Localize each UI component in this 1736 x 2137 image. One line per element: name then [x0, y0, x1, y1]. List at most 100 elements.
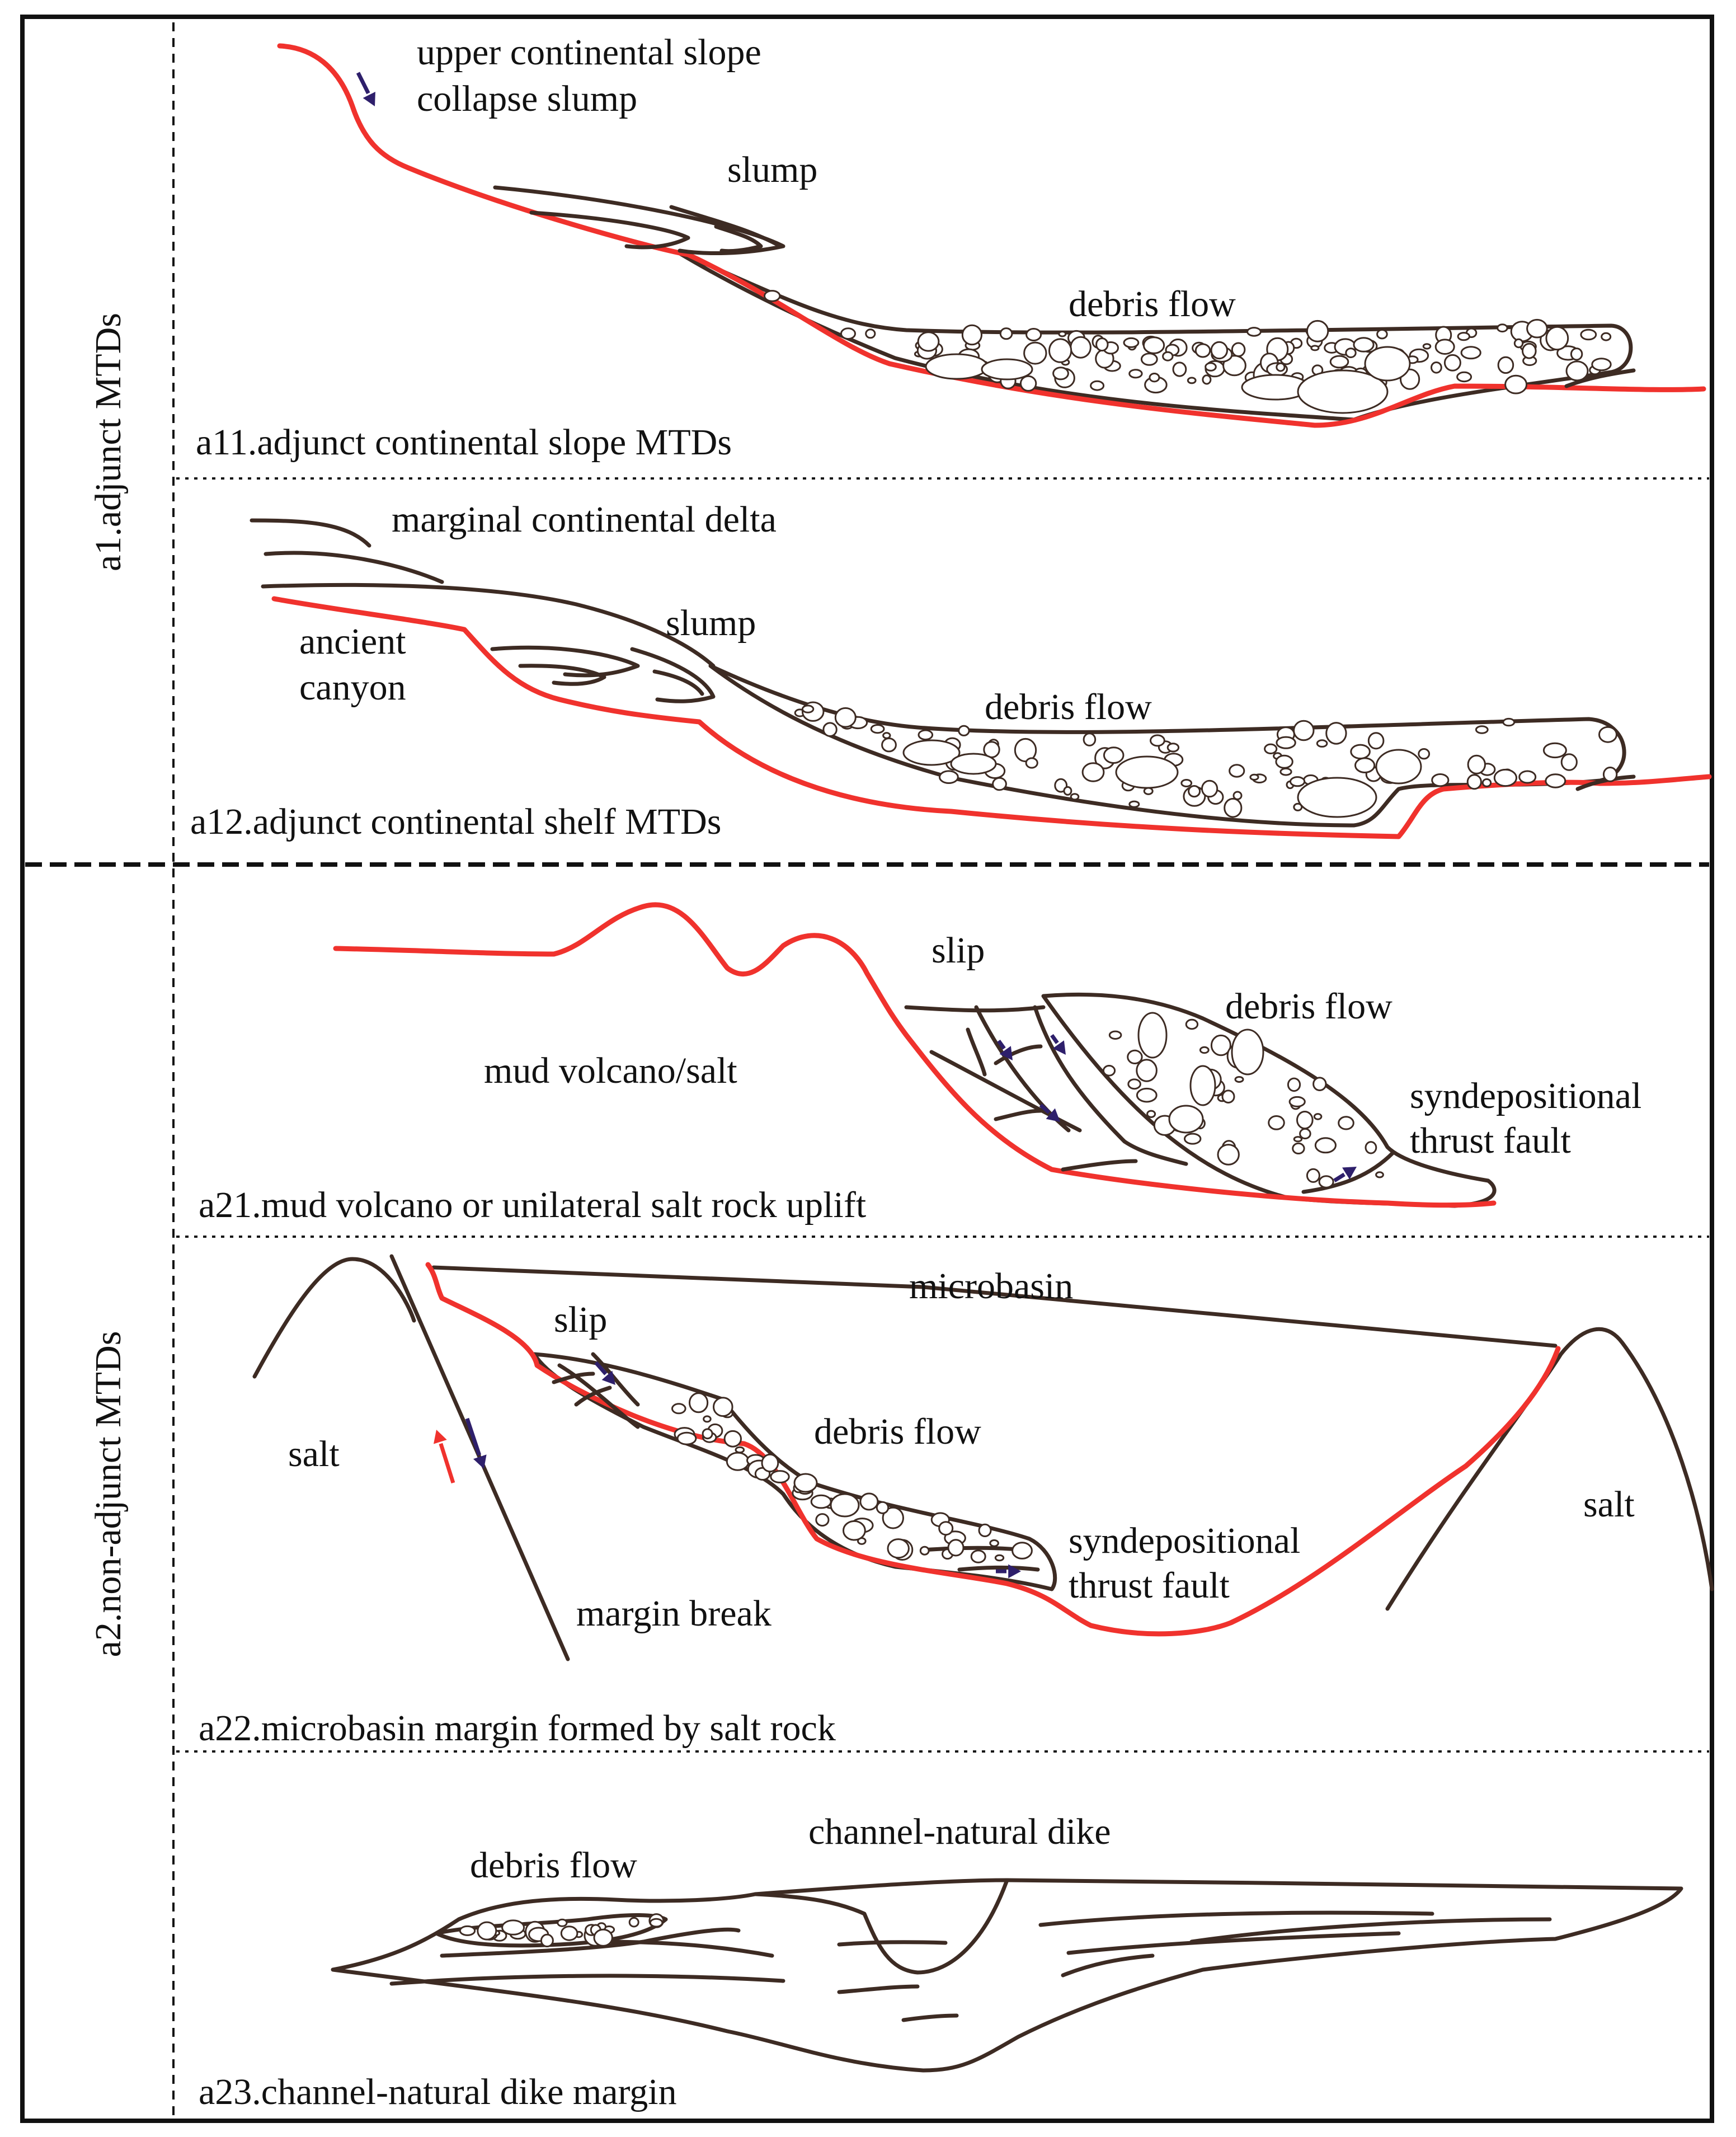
large-clast	[1231, 1028, 1264, 1075]
label-delta: marginal continental delta	[392, 499, 777, 540]
slip-fault-7	[1061, 1159, 1138, 1172]
clast	[1293, 720, 1315, 741]
clast	[1422, 343, 1432, 350]
dike-layer-5	[837, 1984, 920, 1994]
group-title-a1: a1.adjunct MTDs	[88, 313, 129, 571]
clast	[1306, 320, 1329, 342]
channel-top-1	[753, 1878, 1009, 1975]
basal-surface	[277, 43, 1706, 428]
large-clast	[1137, 1012, 1168, 1059]
large-clast	[793, 1473, 818, 1493]
clast	[989, 1539, 999, 1547]
clast	[1296, 1111, 1314, 1130]
clast	[1268, 1115, 1285, 1130]
clast	[1545, 773, 1566, 788]
clast	[1293, 1136, 1303, 1143]
clast	[501, 1919, 525, 1936]
clast	[840, 327, 856, 340]
clast	[1136, 1087, 1158, 1103]
clast	[1184, 1133, 1202, 1145]
large-clast	[902, 739, 961, 766]
clast	[1172, 361, 1187, 377]
label-canyon-line2: canyon	[299, 667, 406, 708]
clast	[1052, 367, 1069, 381]
clast	[1375, 1171, 1384, 1178]
dike-layer-3	[389, 1974, 785, 1986]
clast	[1149, 373, 1160, 383]
clast	[1128, 800, 1140, 808]
debris-flow-deposit	[675, 250, 1633, 422]
clast	[1329, 355, 1349, 369]
debris-clasts	[459, 1913, 665, 1947]
clast	[1287, 1077, 1301, 1092]
clast	[1306, 1168, 1320, 1183]
panel-caption-a21: a21.mud volcano or unilateral salt rock …	[199, 1185, 866, 1225]
arrow-shaft	[465, 1417, 482, 1456]
channel-dike-outline	[331, 1878, 1683, 2073]
arrow-head	[363, 92, 375, 106]
clast	[1288, 1096, 1306, 1107]
clast	[938, 1521, 954, 1536]
clast	[1493, 768, 1517, 787]
clast	[1545, 326, 1569, 351]
label-salt-left: salt	[288, 1434, 340, 1474]
clast	[1264, 743, 1278, 755]
clast	[1224, 797, 1243, 818]
clast	[1143, 787, 1154, 795]
clast	[917, 331, 940, 352]
clast	[1279, 767, 1292, 776]
clast	[1504, 374, 1528, 394]
clast	[1466, 774, 1482, 790]
basal-surface	[425, 1262, 1561, 1637]
clast	[994, 1554, 1005, 1562]
clast	[1217, 1144, 1240, 1166]
clast	[1234, 1076, 1244, 1083]
arrow-head	[1052, 1040, 1066, 1055]
arrow-shaft	[356, 72, 370, 95]
large-clast	[1115, 755, 1179, 789]
clast	[1497, 323, 1508, 333]
clast	[810, 1494, 832, 1509]
large-clast	[1297, 369, 1389, 414]
label-microbasin: microbasin	[909, 1266, 1073, 1307]
clast	[703, 1415, 712, 1423]
slip-fault-4	[574, 1385, 612, 1407]
clast	[1108, 1030, 1122, 1040]
clast	[1201, 779, 1219, 798]
clast	[859, 1492, 879, 1511]
panel-a11: upper continental slope collapse slump s…	[196, 32, 1706, 463]
fault-motion-arrow-down	[465, 1417, 487, 1469]
arrow-head	[1046, 1108, 1060, 1122]
label-upper-slope-line1: upper continental slope	[417, 32, 761, 73]
slump-fold-inner	[669, 205, 783, 248]
clast	[1434, 339, 1455, 355]
clast	[1048, 338, 1072, 363]
clast	[1565, 360, 1589, 382]
clast	[713, 1397, 733, 1417]
clast	[970, 1549, 986, 1563]
clast	[1513, 338, 1524, 349]
clast	[1123, 337, 1140, 348]
clast	[649, 1918, 664, 1928]
thrust-fault-line	[1301, 1150, 1395, 1194]
clast	[1312, 1077, 1327, 1091]
clast	[671, 1403, 686, 1415]
clast	[726, 1452, 750, 1471]
clast	[1314, 1137, 1337, 1154]
clast	[939, 770, 959, 784]
panel-caption-a11: a11.adjunct continental slope MTDs	[196, 422, 732, 463]
clast	[593, 1928, 613, 1947]
label-canyon-line1: ancient	[299, 621, 406, 662]
dike-layer-10	[1189, 1917, 1552, 1944]
clast	[628, 1917, 639, 1928]
clast	[1081, 762, 1105, 782]
clast	[834, 707, 857, 728]
dike-layer-9	[1061, 1953, 1155, 1978]
clast	[1354, 757, 1376, 773]
clast	[961, 324, 983, 346]
clast	[557, 1918, 568, 1927]
clast	[1310, 345, 1320, 351]
arrow-shaft	[997, 1039, 1006, 1050]
clast	[1457, 332, 1471, 341]
